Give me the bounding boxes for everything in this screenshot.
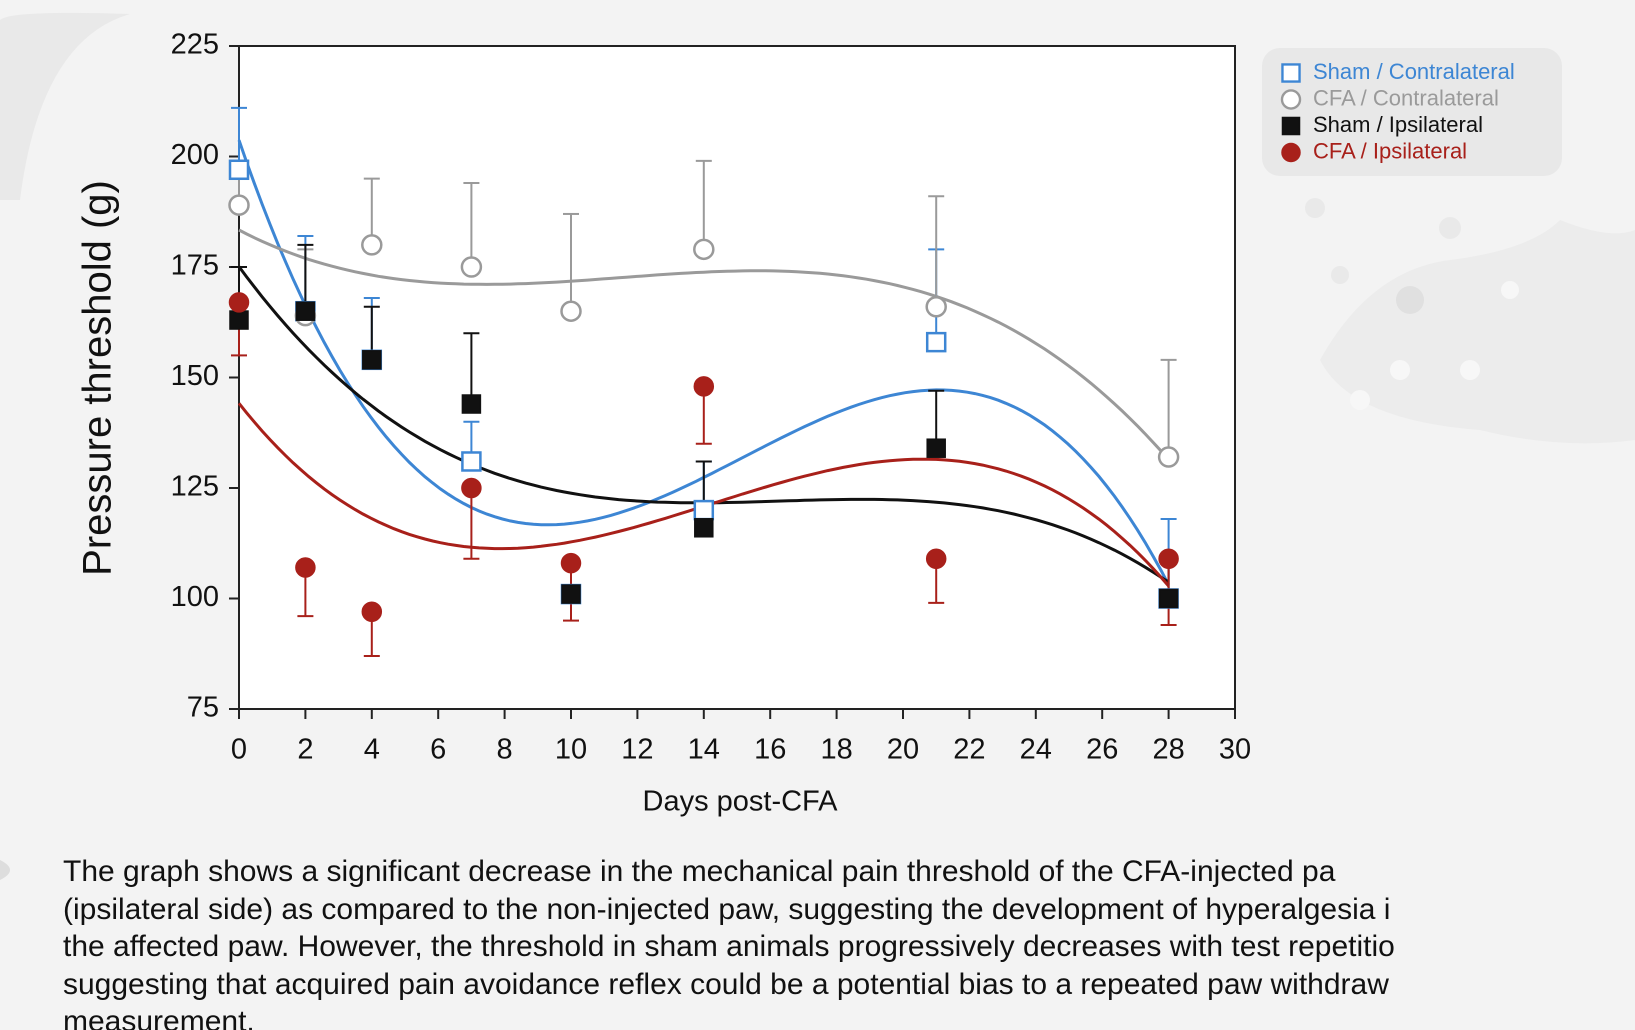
caption-line: (ipsilateral side) as compared to the no… [63, 892, 1391, 926]
x-tick-label: 18 [820, 734, 852, 766]
caption-line: measurement. [63, 1005, 255, 1030]
point [925, 331, 947, 353]
point [461, 394, 482, 414]
legend-label: Sham / Contralateral [1313, 59, 1515, 84]
point [362, 350, 382, 370]
x-tick-label: 16 [754, 734, 786, 766]
point [694, 518, 714, 538]
point [693, 499, 715, 521]
point [693, 238, 715, 261]
point [561, 584, 581, 604]
legend-label: CFA / Contralateral [1313, 85, 1499, 110]
legend-label: Sham / Ipsilateral [1313, 112, 1483, 137]
point [295, 557, 316, 578]
point [460, 256, 483, 278]
x-tick-label: 10 [555, 734, 587, 766]
point [295, 301, 316, 321]
caption-line: suggesting that acquired pain avoidance … [63, 967, 1389, 1001]
point [560, 552, 582, 574]
background-decor [0, 12, 1635, 880]
trend-line [238, 228, 1170, 461]
point [560, 300, 582, 322]
x-tick-label: 28 [1152, 734, 1184, 766]
point [461, 451, 482, 472]
point [926, 438, 946, 458]
point [228, 292, 250, 313]
x-tick-label: 0 [231, 734, 247, 766]
point [925, 296, 947, 318]
x-tick-label: 8 [497, 734, 513, 766]
point [228, 194, 250, 216]
y-tick-label: 75 [187, 692, 219, 724]
point [228, 159, 250, 181]
x-tick-label: 24 [1020, 734, 1052, 766]
point [1158, 588, 1179, 609]
x-tick-label: 2 [297, 734, 313, 766]
x-tick-label: 12 [621, 734, 653, 766]
point [1157, 446, 1180, 468]
y-axis-label: Pressure threshold (g) [76, 180, 120, 576]
caption-line: The graph shows a significant decrease i… [63, 855, 1336, 888]
legend-marker [1281, 63, 1301, 83]
y-tick-label: 225 [171, 29, 219, 61]
x-tick-label: 6 [430, 734, 446, 766]
legend-marker [1280, 89, 1302, 110]
x-tick-label: 4 [364, 734, 380, 766]
y-tick-label: 125 [171, 471, 219, 503]
y-tick-label: 150 [171, 360, 219, 392]
x-tick-label: 20 [887, 734, 919, 766]
y-tick-label: 175 [171, 250, 219, 282]
point [1158, 548, 1179, 569]
point [229, 310, 249, 330]
point [361, 234, 383, 256]
x-tick-label: 30 [1219, 734, 1251, 766]
x-tick-label: 26 [1086, 734, 1118, 766]
x-tick-label: 22 [953, 734, 985, 766]
legend-box [1262, 48, 1562, 176]
caption-line: the affected paw. However, the threshold… [63, 930, 1395, 963]
x-tick-label: 14 [688, 734, 720, 766]
legend-marker [1281, 142, 1301, 163]
y-tick-label: 100 [171, 581, 219, 613]
point [693, 376, 715, 397]
legend-label: CFA / Ipsilateral [1313, 138, 1467, 163]
x-axis-label: Days post-CFA [643, 786, 839, 818]
point [461, 477, 482, 499]
y-tick-label: 200 [171, 139, 219, 171]
point [361, 601, 383, 623]
point [925, 548, 947, 569]
plot-area [238, 45, 1236, 710]
legend-marker [1281, 116, 1301, 136]
